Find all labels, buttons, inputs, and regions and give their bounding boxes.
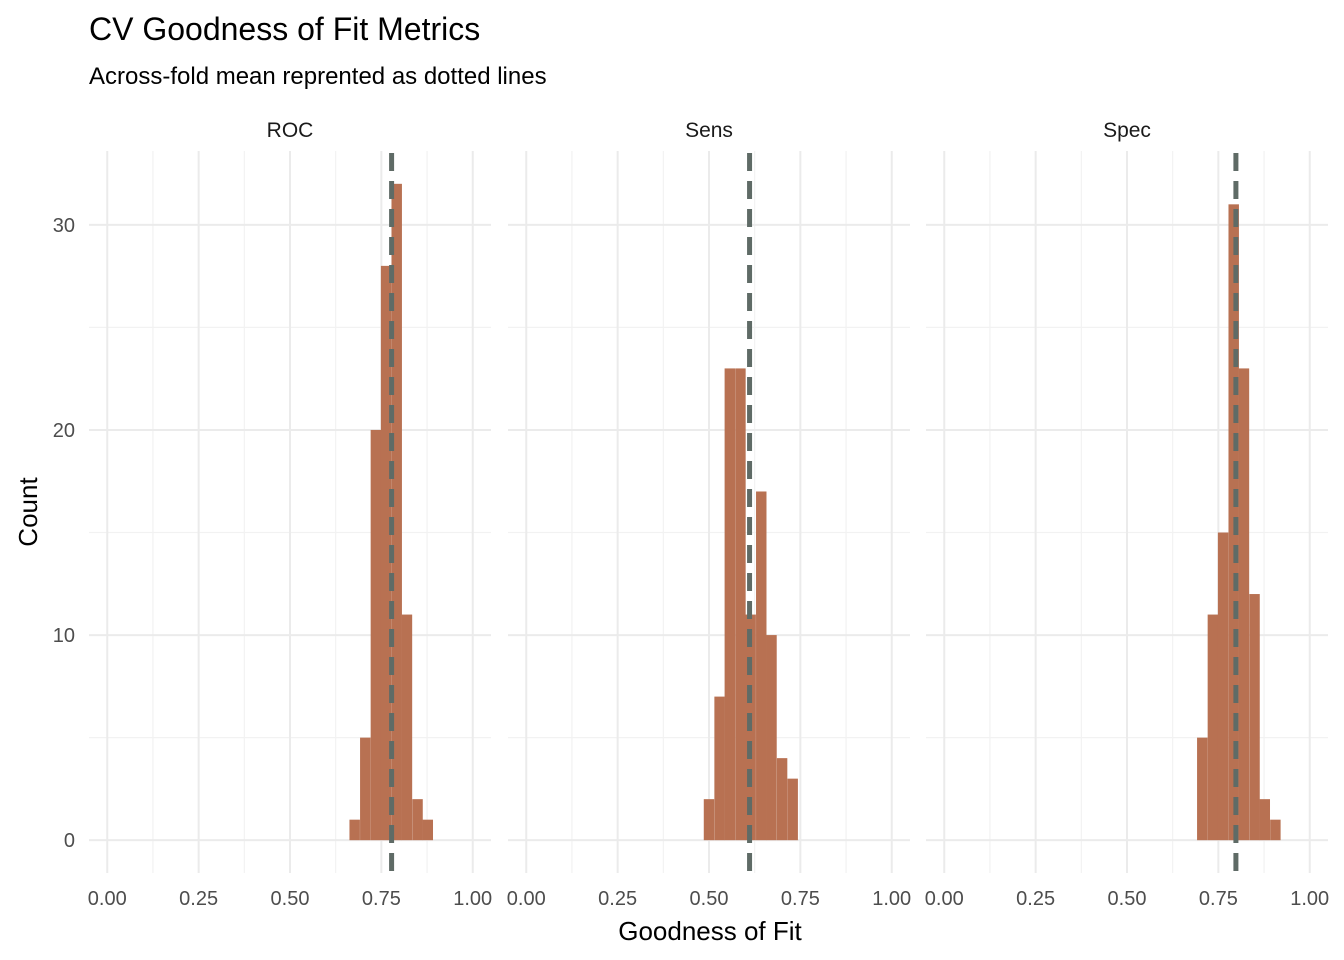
histogram-bar bbox=[787, 778, 798, 841]
x-axis-title: Goodness of Fit bbox=[618, 916, 802, 946]
histogram-bar bbox=[1259, 799, 1271, 841]
histogram-bar bbox=[1217, 532, 1229, 841]
chart-title: CV Goodness of Fit Metrics bbox=[89, 11, 480, 47]
histogram-bar bbox=[1270, 819, 1281, 841]
facet-strip-label: Sens bbox=[685, 119, 733, 142]
y-tick-label: 0 bbox=[64, 830, 75, 852]
histogram-bar bbox=[412, 799, 423, 841]
facet-panel-sens: Sens 0.00 0.25 0.50 0.75 1.00 bbox=[507, 119, 911, 910]
histogram-bar bbox=[1207, 614, 1219, 841]
histogram-bar bbox=[756, 491, 767, 841]
histogram-bar bbox=[380, 265, 392, 841]
histogram-bar bbox=[703, 799, 715, 841]
histogram-bar bbox=[766, 635, 777, 841]
x-tick-label: 0.75 bbox=[1199, 888, 1238, 910]
x-tick-label: 0.00 bbox=[925, 888, 964, 910]
x-tick-label: 0.50 bbox=[271, 888, 310, 910]
histogram-bar bbox=[1197, 737, 1208, 841]
x-tick-label: 1.00 bbox=[453, 888, 492, 910]
x-tick-label: 0.25 bbox=[179, 888, 218, 910]
y-tick-label: 10 bbox=[53, 625, 75, 647]
x-tick-label: 0.25 bbox=[598, 888, 637, 910]
y-axis-title: Count bbox=[13, 477, 43, 547]
histogram-bar bbox=[1238, 368, 1250, 841]
x-tick-label: 0.75 bbox=[781, 888, 820, 910]
histogram-bar bbox=[714, 696, 725, 841]
x-tick-label: 0.50 bbox=[690, 888, 729, 910]
histogram-bar bbox=[370, 429, 382, 841]
histogram-bar bbox=[1249, 594, 1260, 841]
facet-panel-spec: Spec 0.00 0.25 0.50 0.75 1.00 bbox=[925, 119, 1329, 910]
x-tick-label: 1.00 bbox=[872, 888, 911, 910]
histogram-bar bbox=[391, 183, 402, 841]
histogram-bar bbox=[401, 614, 413, 841]
facet-strip-label: Spec bbox=[1103, 119, 1151, 142]
histogram-bar bbox=[360, 737, 371, 841]
facet-strip-label: ROC bbox=[267, 119, 314, 142]
histogram-bar bbox=[349, 819, 360, 841]
histogram-bar bbox=[422, 819, 434, 841]
x-tick-label: 1.00 bbox=[1290, 888, 1329, 910]
histogram-bar bbox=[735, 368, 746, 841]
y-tick-label: 30 bbox=[53, 215, 75, 237]
histogram-bar bbox=[724, 368, 736, 841]
x-tick-label: 0.50 bbox=[1108, 888, 1147, 910]
facet-panel-roc: ROC 0.00 0.25 0.50 0.75 1.00 bbox=[88, 119, 492, 910]
x-tick-label: 0.75 bbox=[362, 888, 401, 910]
chart-subtitle: Across-fold mean reprented as dotted lin… bbox=[89, 63, 547, 90]
x-tick-label: 0.00 bbox=[88, 888, 127, 910]
x-tick-label: 0.25 bbox=[1016, 888, 1055, 910]
y-tick-label: 20 bbox=[53, 420, 75, 442]
x-tick-label: 0.00 bbox=[507, 888, 546, 910]
facet-panels: ROC 0.00 0.25 0.50 0.75 1.00 Sens 0.00 0.25 0.50 0… bbox=[53, 119, 1329, 910]
histogram-bar bbox=[776, 758, 788, 841]
